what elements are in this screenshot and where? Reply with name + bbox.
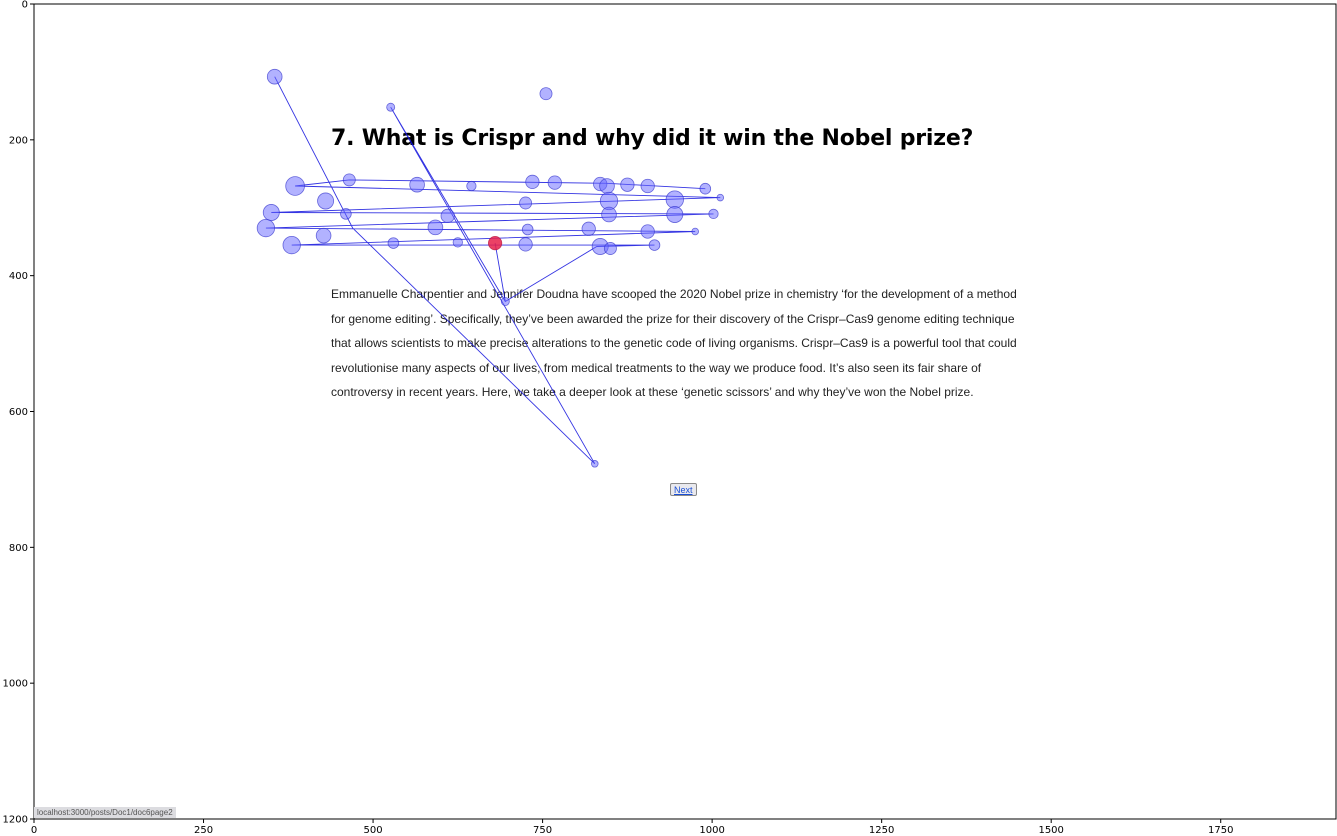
paragraph-line: revolutionise many aspects of our lives,… [331, 360, 982, 375]
y-tick-label: 0 [22, 0, 28, 11]
x-tick-label: 1250 [869, 825, 894, 836]
paragraph-line: controversy in recent years. Here, we ta… [331, 385, 974, 399]
x-axis-ticks: 0 250 500 750 1000 1250 1500 1750 [31, 819, 1233, 836]
y-tick-label: 1200 [3, 815, 28, 826]
article-paragraph: Emmanuelle Charpentier and Jennifer Doud… [331, 282, 1051, 405]
y-tick-label: 200 [9, 135, 28, 146]
paragraph-line: for genome editing’. Specifically, they’… [331, 311, 1015, 326]
x-tick-label: 1500 [1038, 825, 1063, 836]
y-tick-label: 1000 [3, 679, 28, 690]
x-tick-label: 750 [533, 825, 552, 836]
y-tick-label: 400 [9, 271, 28, 282]
x-tick-label: 500 [364, 825, 383, 836]
x-tick-label: 1000 [699, 825, 724, 836]
x-tick-label: 0 [31, 825, 37, 836]
paragraph-line: that allows scientists to make precise a… [331, 336, 1017, 350]
status-bar-url: localhost:3000/posts/Doc1/doc6page2 [34, 807, 176, 818]
y-tick-label: 600 [9, 407, 28, 418]
x-tick-label: 1750 [1208, 825, 1233, 836]
paragraph-line: Emmanuelle Charpentier and Jennifer Doud… [331, 287, 1017, 301]
x-tick-label: 250 [194, 825, 213, 836]
y-tick-label: 800 [9, 543, 28, 554]
next-button[interactable]: Next [670, 483, 697, 496]
page-title: 7. What is Crispr and why did it win the… [331, 126, 974, 151]
y-axis-ticks: 0 200 400 600 800 1000 1200 [3, 0, 34, 826]
